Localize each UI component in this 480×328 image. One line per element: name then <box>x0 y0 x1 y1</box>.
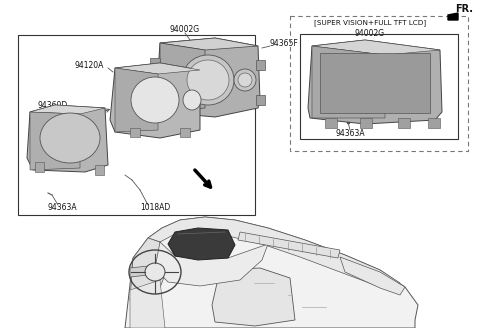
Text: 94365F: 94365F <box>270 39 299 49</box>
Ellipse shape <box>182 55 234 105</box>
Polygon shape <box>398 118 410 128</box>
Ellipse shape <box>131 77 179 123</box>
Polygon shape <box>150 58 160 68</box>
Polygon shape <box>238 232 340 258</box>
Polygon shape <box>30 112 80 170</box>
Text: 94363A: 94363A <box>47 203 77 213</box>
Text: FR.: FR. <box>455 4 473 14</box>
Polygon shape <box>130 266 148 277</box>
Polygon shape <box>428 118 440 128</box>
Polygon shape <box>35 162 44 172</box>
Ellipse shape <box>187 60 229 100</box>
Text: [SUPER VISION+FULL TFT LCD]: [SUPER VISION+FULL TFT LCD] <box>314 20 426 26</box>
Polygon shape <box>180 128 190 137</box>
Polygon shape <box>256 95 265 105</box>
Polygon shape <box>155 242 268 286</box>
Polygon shape <box>360 118 372 128</box>
Text: 94363A: 94363A <box>335 129 365 137</box>
Bar <box>290 16 468 151</box>
Polygon shape <box>160 38 258 50</box>
Polygon shape <box>125 217 418 328</box>
Polygon shape <box>95 165 104 175</box>
Text: 94360D: 94360D <box>37 100 67 110</box>
Text: 1018AD: 1018AD <box>140 203 170 213</box>
Polygon shape <box>312 46 385 118</box>
Polygon shape <box>130 238 165 310</box>
Ellipse shape <box>238 73 252 87</box>
Ellipse shape <box>145 263 165 281</box>
Polygon shape <box>325 118 337 128</box>
Polygon shape <box>448 13 458 20</box>
Polygon shape <box>148 217 400 287</box>
Polygon shape <box>130 280 165 328</box>
Polygon shape <box>110 63 200 138</box>
Polygon shape <box>115 68 158 132</box>
Polygon shape <box>212 268 295 326</box>
Bar <box>320 53 430 113</box>
Bar <box>300 34 458 139</box>
Polygon shape <box>308 40 442 124</box>
Polygon shape <box>115 63 200 74</box>
Polygon shape <box>27 105 108 172</box>
Text: 94002G: 94002G <box>170 26 200 34</box>
Polygon shape <box>156 38 260 117</box>
Ellipse shape <box>40 113 100 163</box>
Ellipse shape <box>183 90 201 110</box>
Polygon shape <box>130 128 140 137</box>
Text: 94120A: 94120A <box>74 62 104 71</box>
Polygon shape <box>312 40 440 55</box>
Polygon shape <box>150 95 160 105</box>
Polygon shape <box>340 257 405 295</box>
Text: 94002G: 94002G <box>355 29 385 37</box>
Polygon shape <box>30 105 105 114</box>
Polygon shape <box>160 43 205 112</box>
Polygon shape <box>168 228 235 260</box>
Ellipse shape <box>234 69 256 91</box>
Polygon shape <box>256 60 265 70</box>
